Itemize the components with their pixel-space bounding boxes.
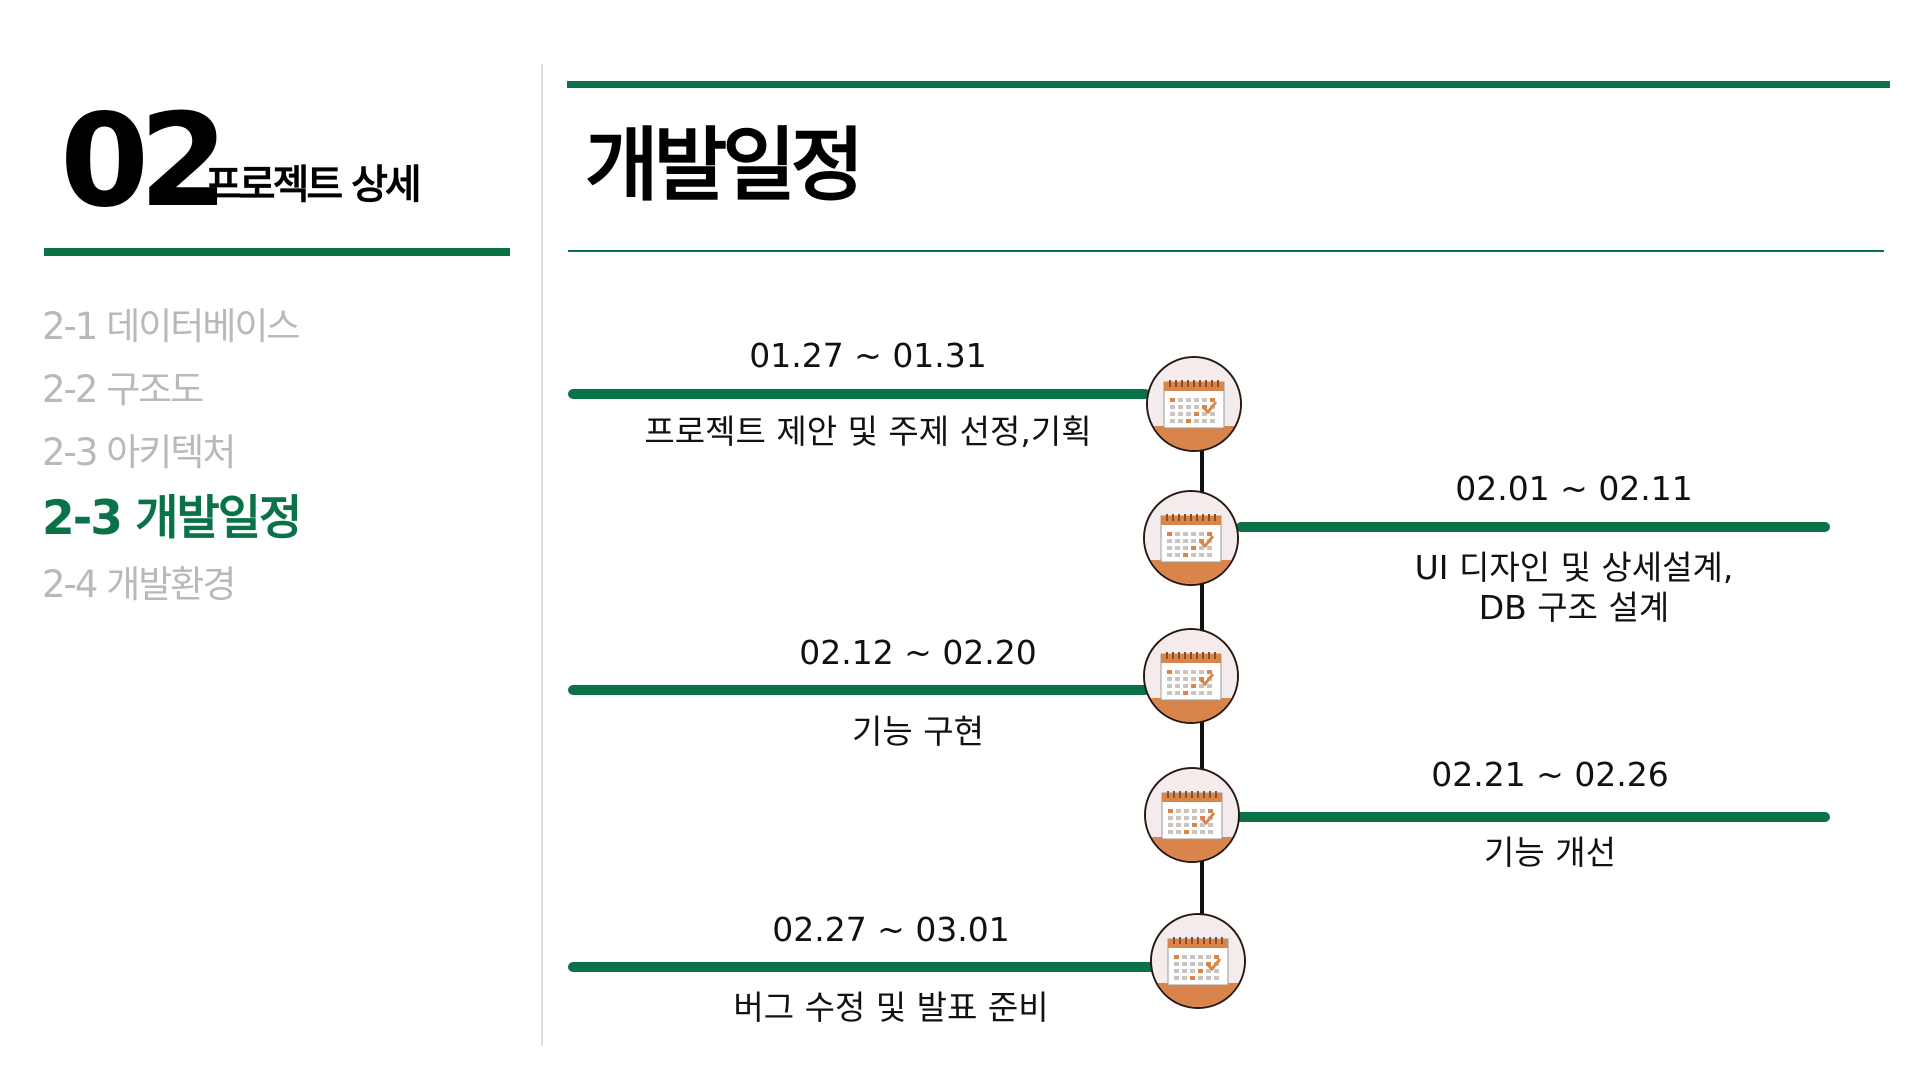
calendar-icon [1143, 490, 1239, 586]
page-title: 개발일정 [585, 119, 864, 212]
timeline-task: 기능 개선 [1484, 833, 1616, 872]
timeline-date: 02.27 ~ 03.01 [772, 910, 1010, 949]
timeline-task: 프로젝트 제안 및 주제 선정,기획 [644, 412, 1092, 451]
timeline-date: 02.12 ~ 02.20 [799, 633, 1037, 672]
nav-item-database[interactable]: 2-1 데이터베이스 [42, 305, 300, 348]
timeline-date: 01.27 ~ 01.31 [749, 336, 987, 375]
header-top-bar [567, 81, 1890, 88]
timeline-date: 02.21 ~ 02.26 [1431, 755, 1669, 794]
calendar-icon [1143, 628, 1239, 724]
timeline-bar [568, 685, 1150, 695]
timeline-task: 버그 수정 및 발표 준비 [733, 988, 1049, 1027]
nav-item-environment[interactable]: 2-4 개발환경 [42, 563, 236, 606]
timeline-bar [1236, 812, 1830, 822]
timeline-bar [568, 389, 1150, 399]
timeline-task: 기능 구현 [852, 712, 984, 751]
timeline-bar [1236, 522, 1830, 532]
timeline-task: UI 디자인 및 상세설계, DB 구조 설계 [1414, 548, 1734, 628]
timeline-date: 02.01 ~ 02.11 [1455, 469, 1693, 508]
section-number: 02 [60, 87, 228, 236]
calendar-icon [1144, 767, 1240, 863]
timeline-bar [568, 962, 1156, 972]
nav-item-structure[interactable]: 2-2 구조도 [42, 368, 204, 411]
nav-item-schedule[interactable]: 2-3 개발일정 [42, 491, 302, 546]
panel-divider [541, 64, 543, 1046]
section-nav: 2-1 데이터베이스 2-2 구조도 2-3 아키텍처 2-3 개발일정 2-4… [42, 305, 302, 629]
nav-item-architecture[interactable]: 2-3 아키텍처 [42, 431, 236, 474]
section-underline [44, 248, 510, 256]
calendar-icon [1146, 356, 1242, 452]
calendar-icon [1150, 913, 1246, 1009]
header-rule [568, 250, 1884, 252]
section-title: 프로젝트 상세 [205, 162, 422, 208]
